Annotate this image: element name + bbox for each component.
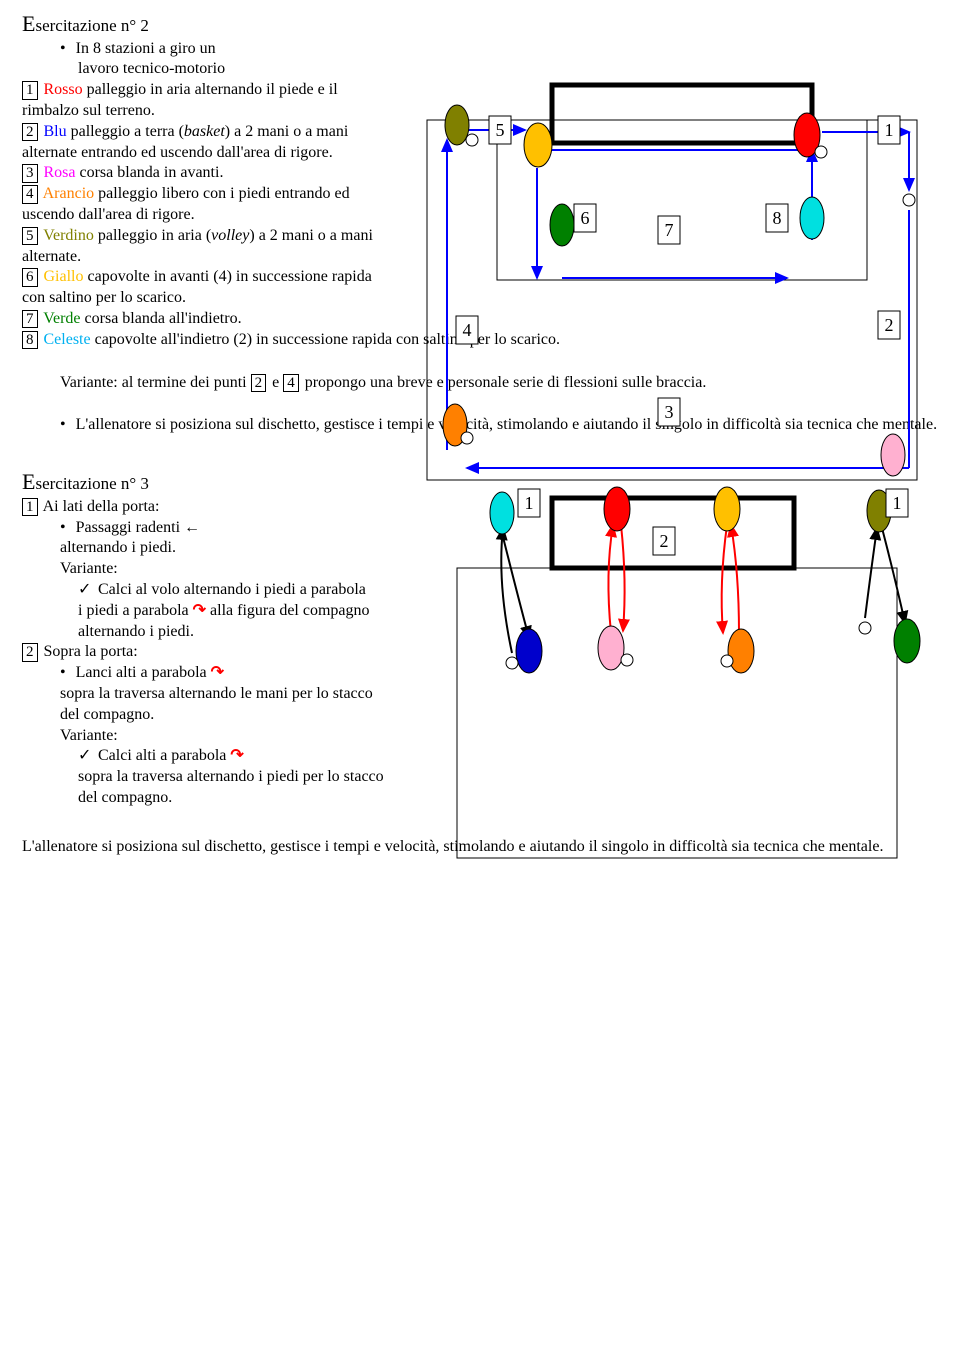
svg-text:2: 2 — [660, 531, 669, 551]
exercise-3-title: Esercitazione n° 3 — [22, 468, 392, 497]
ex3-station-1: 1 Ai lati della porta: — [22, 497, 392, 518]
exercise-3-text: Esercitazione n° 3 1 Ai lati della porta… — [22, 468, 392, 809]
svg-text:7: 7 — [665, 220, 674, 240]
variant-label-2: Variante: — [22, 726, 392, 747]
exercise-2: Esercitazione n° 2 In 8 stazioni a giro … — [22, 10, 938, 436]
station-3: 3 Rosa corsa blanda in avanti. — [22, 163, 392, 184]
exercise-3: Esercitazione n° 3 1 Ai lati della porta… — [22, 468, 938, 809]
station-7: 7 Verde corsa blanda all'indietro. — [22, 309, 392, 330]
exercise-2-title: Esercitazione n° 2 — [22, 10, 392, 39]
svg-text:1: 1 — [885, 120, 894, 140]
svg-text:5: 5 — [496, 120, 505, 140]
exercise-2-diagram: 5 1 6 7 8 4 2 3 — [417, 60, 927, 490]
svg-text:8: 8 — [773, 208, 782, 228]
exercise-3-diagram: 1 1 2 — [417, 473, 927, 873]
svg-text:1: 1 — [893, 493, 902, 513]
station-2: 2 Blu palleggio a terra (basket) a 2 man… — [22, 122, 392, 164]
ex3-station-2: 2 Sopra la porta: — [22, 642, 392, 663]
station-6: 6 Giallo capovolte in avanti (4) in succ… — [22, 267, 392, 309]
svg-text:2: 2 — [885, 315, 894, 335]
svg-text:3: 3 — [665, 402, 674, 422]
svg-text:1: 1 — [525, 493, 534, 513]
station-4: 4 Arancio palleggio libero con i piedi e… — [22, 184, 392, 226]
exercise-2-text: Esercitazione n° 2 In 8 stazioni a giro … — [22, 10, 392, 330]
svg-text:4: 4 — [463, 320, 472, 340]
station-1: 1 Rosso palleggio in aria alternando il … — [22, 80, 392, 122]
svg-text:6: 6 — [581, 208, 590, 228]
exercise-2-intro: In 8 stazioni a giro unlavoro tecnico-mo… — [22, 39, 392, 81]
station-5: 5 Verdino palleggio in aria (volley) a 2… — [22, 226, 392, 268]
variant-label: Variante: — [22, 559, 392, 580]
